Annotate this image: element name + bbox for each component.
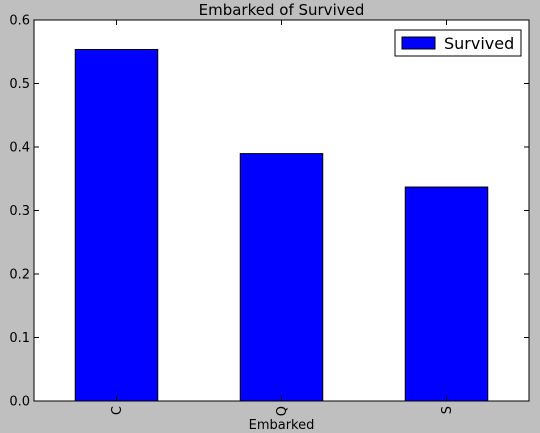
legend: Survived (394, 29, 522, 57)
legend-label: Survived (444, 34, 514, 53)
legend-swatch (401, 36, 436, 50)
y-tick-label: 0.3 (9, 204, 30, 219)
y-tick-label: 0.4 (9, 141, 30, 156)
bar-q (239, 153, 324, 402)
bars-layer (74, 48, 489, 402)
y-tick-label: 0.2 (9, 268, 30, 283)
y-tick-label: 0.1 (9, 331, 30, 346)
bar-c (74, 48, 159, 402)
x-axis-label: Embarked (249, 418, 315, 433)
chart-title: Embarked of Survived (199, 1, 365, 19)
y-tick-label: 0.6 (9, 14, 30, 29)
x-tick-label: S (440, 406, 455, 414)
y-tick-label: 0.5 (9, 77, 30, 92)
y-tick-label: 0.0 (9, 395, 30, 410)
x-tick-label: Q (275, 406, 290, 416)
x-tick-label: C (110, 406, 125, 415)
y-axis: 0.0 0.1 0.2 0.3 0.4 0.5 0.6 (9, 14, 529, 410)
bar-s (404, 186, 489, 402)
